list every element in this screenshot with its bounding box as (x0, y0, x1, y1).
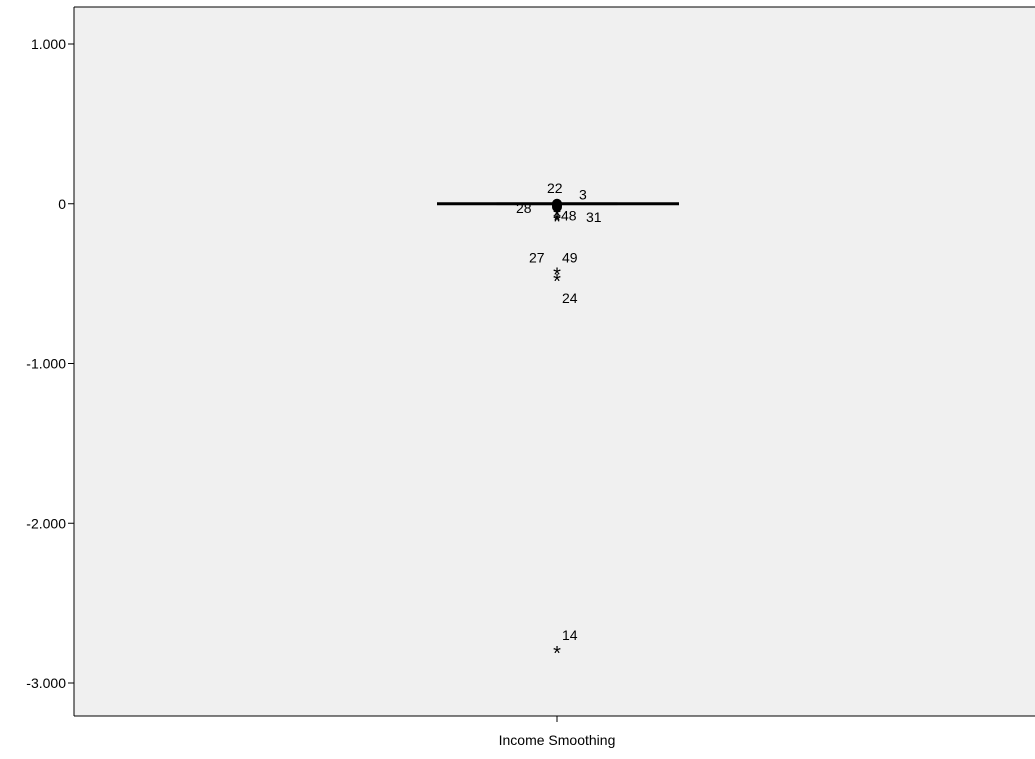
outlier-circle (552, 201, 562, 212)
extreme-star: * (553, 264, 561, 286)
case-label: 49 (562, 249, 578, 265)
case-label: 24 (562, 290, 578, 306)
extreme-star: * (553, 210, 561, 232)
axes: 1.000 0 -1.000 -2.000 -3.000 Income Smoothing (26, 6, 1035, 748)
extreme-star: * (553, 643, 561, 665)
y-tick-label: 0 (58, 196, 66, 212)
y-tick-label: -2.000 (26, 515, 66, 531)
y-tick-label: -3.000 (26, 675, 66, 691)
extreme-star: * (553, 205, 561, 227)
case-label: 22 (547, 180, 563, 196)
case-label: 27 (529, 250, 545, 266)
y-tick-label: -1.000 (26, 356, 66, 372)
plot-area (74, 7, 1035, 716)
outlier-layer: 22 328 * 48* 31*27*49*24*14 (516, 180, 602, 665)
case-label: 3 (579, 186, 587, 202)
y-tick-label: 1.000 (31, 36, 66, 52)
extreme-star: * (553, 271, 561, 293)
case-label: 31 (586, 209, 602, 225)
case-label: 14 (562, 627, 578, 643)
case-label: 28 (516, 200, 532, 216)
x-category-label: Income Smoothing (499, 732, 616, 748)
case-label: 48 (561, 207, 577, 223)
extreme-star: * (553, 212, 561, 234)
